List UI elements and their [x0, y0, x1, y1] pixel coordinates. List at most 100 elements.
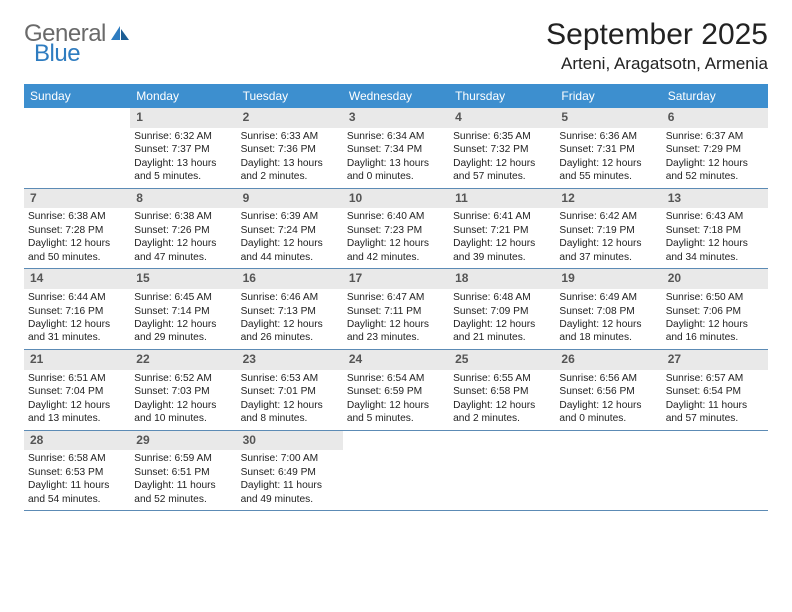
day-cell [449, 431, 555, 511]
daylight-text: Daylight: 12 hours and 37 minutes. [559, 237, 657, 264]
sunset-text: Sunset: 6:58 PM [453, 385, 551, 398]
day-cell: 8Sunrise: 6:38 AMSunset: 7:26 PMDaylight… [130, 189, 236, 269]
daylight-text: Daylight: 11 hours and 52 minutes. [134, 479, 232, 506]
day-body: Sunrise: 6:44 AMSunset: 7:16 PMDaylight:… [24, 289, 130, 349]
sunset-text: Sunset: 7:13 PM [241, 305, 339, 318]
daylight-text: Daylight: 12 hours and 2 minutes. [453, 399, 551, 426]
sunrise-text: Sunrise: 7:00 AM [241, 452, 339, 465]
day-cell: 3Sunrise: 6:34 AMSunset: 7:34 PMDaylight… [343, 108, 449, 188]
day-body: Sunrise: 6:37 AMSunset: 7:29 PMDaylight:… [662, 128, 768, 188]
day-cell: 15Sunrise: 6:45 AMSunset: 7:14 PMDayligh… [130, 269, 236, 349]
sunrise-text: Sunrise: 6:34 AM [347, 130, 445, 143]
day-body: Sunrise: 6:51 AMSunset: 7:04 PMDaylight:… [24, 370, 130, 430]
sunset-text: Sunset: 7:14 PM [134, 305, 232, 318]
day-body: Sunrise: 6:46 AMSunset: 7:13 PMDaylight:… [237, 289, 343, 349]
day-number: 30 [237, 431, 343, 451]
day-body: Sunrise: 6:47 AMSunset: 7:11 PMDaylight:… [343, 289, 449, 349]
day-cell: 20Sunrise: 6:50 AMSunset: 7:06 PMDayligh… [662, 269, 768, 349]
week-row: 1Sunrise: 6:32 AMSunset: 7:37 PMDaylight… [24, 108, 768, 189]
day-body: Sunrise: 6:39 AMSunset: 7:24 PMDaylight:… [237, 208, 343, 268]
daylight-text: Daylight: 12 hours and 57 minutes. [453, 157, 551, 184]
day-cell: 14Sunrise: 6:44 AMSunset: 7:16 PMDayligh… [24, 269, 130, 349]
day-body: Sunrise: 6:32 AMSunset: 7:37 PMDaylight:… [130, 128, 236, 188]
daylight-text: Daylight: 12 hours and 13 minutes. [28, 399, 126, 426]
sunrise-text: Sunrise: 6:32 AM [134, 130, 232, 143]
sunset-text: Sunset: 7:28 PM [28, 224, 126, 237]
day-cell [343, 431, 449, 511]
day-number: 9 [237, 189, 343, 209]
daylight-text: Daylight: 11 hours and 57 minutes. [666, 399, 764, 426]
location-text: Arteni, Aragatsotn, Armenia [546, 54, 768, 74]
day-number: 4 [449, 108, 555, 128]
day-number: 11 [449, 189, 555, 209]
day-number: 10 [343, 189, 449, 209]
daylight-text: Daylight: 12 hours and 47 minutes. [134, 237, 232, 264]
brand-word-2: Blue [34, 42, 131, 66]
sunset-text: Sunset: 7:04 PM [28, 385, 126, 398]
day-body: Sunrise: 6:33 AMSunset: 7:36 PMDaylight:… [237, 128, 343, 188]
day-body: Sunrise: 6:56 AMSunset: 6:56 PMDaylight:… [555, 370, 661, 430]
sunrise-text: Sunrise: 6:47 AM [347, 291, 445, 304]
day-body: Sunrise: 6:38 AMSunset: 7:26 PMDaylight:… [130, 208, 236, 268]
day-body: Sunrise: 6:35 AMSunset: 7:32 PMDaylight:… [449, 128, 555, 188]
day-number: 12 [555, 189, 661, 209]
day-number: 20 [662, 269, 768, 289]
daylight-text: Daylight: 12 hours and 0 minutes. [559, 399, 657, 426]
sunrise-text: Sunrise: 6:44 AM [28, 291, 126, 304]
sunrise-text: Sunrise: 6:59 AM [134, 452, 232, 465]
daylight-text: Daylight: 12 hours and 26 minutes. [241, 318, 339, 345]
sunrise-text: Sunrise: 6:50 AM [666, 291, 764, 304]
day-body: Sunrise: 6:42 AMSunset: 7:19 PMDaylight:… [555, 208, 661, 268]
sunset-text: Sunset: 7:36 PM [241, 143, 339, 156]
day-body: Sunrise: 6:53 AMSunset: 7:01 PMDaylight:… [237, 370, 343, 430]
sunset-text: Sunset: 7:03 PM [134, 385, 232, 398]
day-number: 22 [130, 350, 236, 370]
daylight-text: Daylight: 12 hours and 44 minutes. [241, 237, 339, 264]
sunrise-text: Sunrise: 6:38 AM [28, 210, 126, 223]
day-number: 1 [130, 108, 236, 128]
weekday-header-cell: Thursday [449, 84, 555, 108]
sunrise-text: Sunrise: 6:58 AM [28, 452, 126, 465]
title-block: September 2025 Arteni, Aragatsotn, Armen… [546, 18, 768, 74]
daylight-text: Daylight: 12 hours and 16 minutes. [666, 318, 764, 345]
sunrise-text: Sunrise: 6:49 AM [559, 291, 657, 304]
day-cell: 21Sunrise: 6:51 AMSunset: 7:04 PMDayligh… [24, 350, 130, 430]
sunrise-text: Sunrise: 6:56 AM [559, 372, 657, 385]
day-body: Sunrise: 6:58 AMSunset: 6:53 PMDaylight:… [24, 450, 130, 510]
day-body: Sunrise: 6:34 AMSunset: 7:34 PMDaylight:… [343, 128, 449, 188]
daylight-text: Daylight: 11 hours and 49 minutes. [241, 479, 339, 506]
day-cell: 11Sunrise: 6:41 AMSunset: 7:21 PMDayligh… [449, 189, 555, 269]
month-title: September 2025 [546, 18, 768, 52]
sunset-text: Sunset: 7:16 PM [28, 305, 126, 318]
day-number: 25 [449, 350, 555, 370]
daylight-text: Daylight: 12 hours and 34 minutes. [666, 237, 764, 264]
day-body: Sunrise: 6:38 AMSunset: 7:28 PMDaylight:… [24, 208, 130, 268]
day-cell: 5Sunrise: 6:36 AMSunset: 7:31 PMDaylight… [555, 108, 661, 188]
day-number: 3 [343, 108, 449, 128]
day-body: Sunrise: 6:43 AMSunset: 7:18 PMDaylight:… [662, 208, 768, 268]
sunrise-text: Sunrise: 6:57 AM [666, 372, 764, 385]
weekday-header-cell: Saturday [662, 84, 768, 108]
sunset-text: Sunset: 7:24 PM [241, 224, 339, 237]
sunset-text: Sunset: 7:19 PM [559, 224, 657, 237]
day-cell: 1Sunrise: 6:32 AMSunset: 7:37 PMDaylight… [130, 108, 236, 188]
page-header: General Blue September 2025 Arteni, Arag… [24, 18, 768, 74]
sunrise-text: Sunrise: 6:40 AM [347, 210, 445, 223]
sunset-text: Sunset: 7:11 PM [347, 305, 445, 318]
sunset-text: Sunset: 7:32 PM [453, 143, 551, 156]
day-cell: 13Sunrise: 6:43 AMSunset: 7:18 PMDayligh… [662, 189, 768, 269]
sunset-text: Sunset: 7:31 PM [559, 143, 657, 156]
sunrise-text: Sunrise: 6:52 AM [134, 372, 232, 385]
sunset-text: Sunset: 6:56 PM [559, 385, 657, 398]
brand-logo: General Blue [24, 22, 131, 66]
daylight-text: Daylight: 12 hours and 52 minutes. [666, 157, 764, 184]
day-number: 13 [662, 189, 768, 209]
day-cell: 16Sunrise: 6:46 AMSunset: 7:13 PMDayligh… [237, 269, 343, 349]
day-number: 8 [130, 189, 236, 209]
sunrise-text: Sunrise: 6:45 AM [134, 291, 232, 304]
weekday-header-cell: Wednesday [343, 84, 449, 108]
weekday-header-cell: Monday [130, 84, 236, 108]
sunset-text: Sunset: 7:21 PM [453, 224, 551, 237]
sunset-text: Sunset: 7:29 PM [666, 143, 764, 156]
daylight-text: Daylight: 13 hours and 5 minutes. [134, 157, 232, 184]
